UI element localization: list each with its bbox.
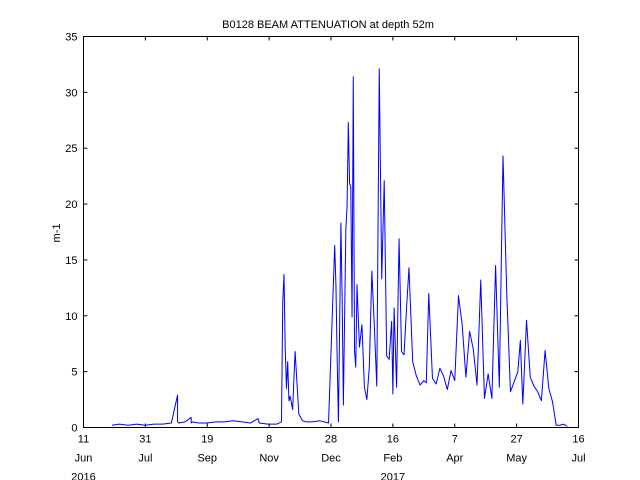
x-tick-year-label: 2017 xyxy=(381,472,405,480)
x-tick-month-label: Jun xyxy=(75,453,93,465)
plot-area: 0 5 10 15 20 25 30 35 11 Jun 2016 31 Jul 19 Sep 8 Nov 28… xyxy=(65,32,585,480)
x-tick-month-label: Dec xyxy=(321,453,341,465)
series-group xyxy=(111,68,568,427)
x-tick-day-label: 7 xyxy=(452,434,458,446)
x-tick-month-label: Jul xyxy=(138,453,152,465)
y-tick-label: 35 xyxy=(65,32,77,44)
x-tick-day-label: 16 xyxy=(572,434,584,446)
x-tick-day-label: 16 xyxy=(387,434,399,446)
y-tick-label: 5 xyxy=(71,367,77,379)
y-tick-label: 0 xyxy=(71,423,77,435)
chart-title: B0128 BEAM ATTENUATION at depth 52m xyxy=(222,19,434,31)
x-tick-day-label: 27 xyxy=(511,434,523,446)
x-tick-month-label: Sep xyxy=(197,453,217,465)
y-axis-label: m-1 xyxy=(51,224,63,243)
x-tick-day-label: 8 xyxy=(266,434,272,446)
x-tick-day-label: 28 xyxy=(325,434,337,446)
x-tick-day-label: 31 xyxy=(139,434,151,446)
x-axis-ticks: 11 Jun 2016 31 Jul 19 Sep 8 Nov 28 Dec 16 Feb 2017 7 Ap… xyxy=(71,36,586,480)
x-tick-month-label: Nov xyxy=(259,453,279,465)
y-tick-label: 30 xyxy=(65,87,77,99)
x-tick-month-label: Jul xyxy=(571,453,585,465)
y-tick-label: 10 xyxy=(65,311,77,323)
y-tick-label: 25 xyxy=(65,143,77,155)
x-tick-month-label: Apr xyxy=(446,453,463,465)
y-axis-ticks: 0 5 10 15 20 25 30 35 xyxy=(65,32,579,435)
y-tick-label: 20 xyxy=(65,199,77,211)
y-tick-label: 15 xyxy=(65,255,77,267)
x-tick-month-label: Feb xyxy=(383,453,402,465)
x-tick-year-label: 2016 xyxy=(71,472,95,480)
axes-frame xyxy=(83,36,579,428)
x-tick-month-label: May xyxy=(506,453,527,465)
x-tick-day-label: 19 xyxy=(201,434,213,446)
x-tick-day-label: 11 xyxy=(78,434,89,446)
series-line-0 xyxy=(111,68,568,427)
